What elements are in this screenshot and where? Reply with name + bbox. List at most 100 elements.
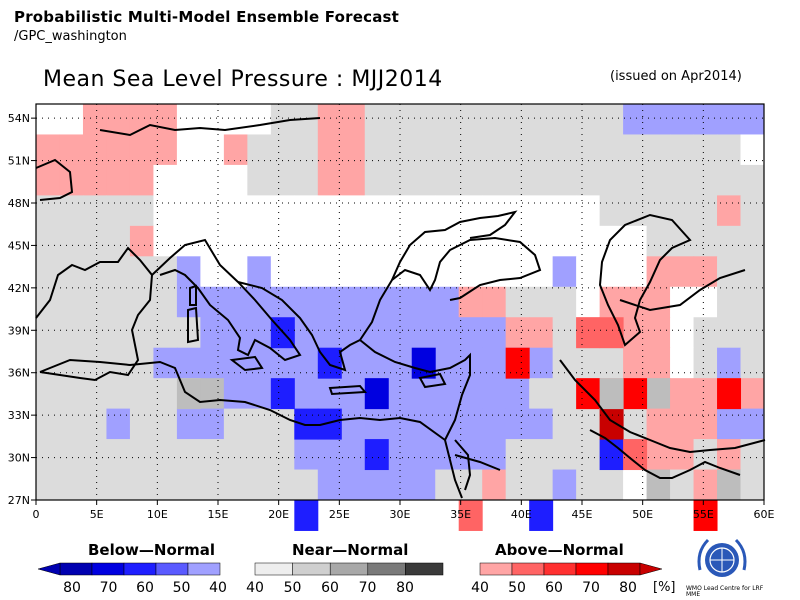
coast-sicily: [229, 355, 264, 372]
forecast-cell: [552, 408, 577, 440]
forecast-cell: [740, 469, 765, 501]
forecast-cell: [411, 317, 436, 349]
forecast-cell: [458, 317, 483, 349]
forecast-cell: [82, 347, 107, 379]
forecast-cell: [576, 347, 601, 379]
forecast-cell: [388, 164, 413, 196]
forecast-cell: [435, 256, 460, 288]
coast-corsica: [189, 284, 197, 306]
wmo-caption: WMO Lead Centre for LRF MME: [686, 585, 764, 598]
forecast-cell: [388, 134, 413, 166]
forecast-cell: [176, 104, 201, 135]
forecast-cell: [247, 317, 272, 349]
forecast-cell: [482, 195, 507, 227]
legend-above-label: 70: [582, 580, 600, 596]
legend-swatch: [254, 562, 293, 576]
forecast-cell: [646, 469, 671, 501]
forecast-cell: [317, 164, 342, 196]
forecast-cell: [129, 134, 154, 166]
legend-near-label: 80: [396, 580, 414, 596]
forecast-cell: [317, 286, 342, 318]
forecast-cell: [552, 256, 577, 288]
coast-balkans: [237, 236, 542, 372]
forecast-cell: [482, 104, 507, 135]
legend-near-label: 50: [283, 580, 302, 596]
forecast-cell: [482, 134, 507, 166]
forecast-cell: [153, 286, 178, 318]
forecast-cell: [435, 378, 460, 410]
forecast-cell: [411, 256, 436, 288]
forecast-cell: [341, 134, 366, 166]
forecast-cell: [552, 469, 577, 501]
forecast-cell-highlight: [693, 500, 718, 531]
forecast-cell: [576, 134, 601, 166]
coast-crete: [328, 384, 368, 396]
forecast-cell: [623, 164, 648, 196]
forecast-cell: [388, 378, 413, 410]
forecast-cell: [482, 439, 507, 471]
forecast-cell: [82, 104, 107, 135]
forecast-cell: [482, 317, 507, 349]
forecast-cell: [106, 317, 131, 349]
forecast-cell: [36, 225, 60, 257]
forecast-cell: [717, 286, 742, 318]
coast-italy: [151, 238, 302, 362]
forecast-cell: [364, 469, 389, 501]
forecast-cell: [505, 195, 530, 227]
lat-tick-label: 54N: [8, 112, 30, 125]
forecast-cell: [599, 104, 624, 135]
lat-tick-label: 42N: [8, 282, 30, 295]
legend-below-label: 40: [209, 580, 227, 596]
forecast-cell: [411, 225, 436, 257]
legend-near-label: 70: [358, 580, 377, 596]
coast-blacksea-north: [391, 210, 518, 281]
forecast-cell: [153, 378, 178, 410]
forecast-cell: [693, 378, 718, 410]
forecast-cell: [59, 134, 84, 166]
forecast-cell: [270, 408, 295, 440]
coast-caspian: [598, 213, 692, 347]
forecast-cell: [482, 378, 507, 410]
forecast-cell: [270, 469, 295, 501]
forecast-cell: [552, 347, 577, 379]
forecast-cell: [364, 408, 389, 440]
forecast-cell: [129, 225, 154, 257]
forecast-cell: [82, 256, 107, 288]
forecast-cell: [552, 164, 577, 196]
forecast-cell: [552, 286, 577, 318]
forecast-cell: [693, 256, 718, 288]
forecast-cell: [59, 195, 84, 227]
forecast-cell: [646, 164, 671, 196]
forecast-cell: [552, 195, 577, 227]
forecast-cell: [223, 256, 248, 288]
forecast-cell: [529, 225, 554, 257]
forecast-cell: [200, 104, 225, 135]
legend-swatch: [607, 562, 641, 576]
header-source: /GPC_washington: [14, 29, 127, 44]
forecast-cell: [693, 164, 718, 196]
forecast-cell: [200, 378, 225, 410]
lat-tick-label: 30N: [8, 452, 30, 465]
forecast-cell: [153, 408, 178, 440]
forecast-cell: [529, 104, 554, 135]
forecast-cell: [341, 104, 366, 135]
forecast-cell: [505, 134, 530, 166]
forecast-cell: [176, 134, 201, 166]
forecast-cell: [59, 286, 84, 318]
forecast-cell: [59, 256, 84, 288]
forecast-cell: [552, 439, 577, 471]
forecast-cell: [693, 408, 718, 440]
forecast-cell: [529, 317, 554, 349]
forecast-cell: [458, 104, 483, 135]
forecast-cell: [740, 195, 765, 227]
forecast-cell: [59, 439, 84, 471]
forecast-cell: [646, 134, 671, 166]
forecast-cell: [294, 225, 319, 257]
forecast-cell: [670, 378, 695, 410]
forecast-cell: [529, 408, 554, 440]
forecast-cell: [200, 439, 225, 471]
legend-swatch: [479, 562, 513, 576]
lon-tick-label: 60E: [754, 508, 775, 521]
forecast-cell: [482, 164, 507, 196]
forecast-cell: [82, 378, 107, 410]
